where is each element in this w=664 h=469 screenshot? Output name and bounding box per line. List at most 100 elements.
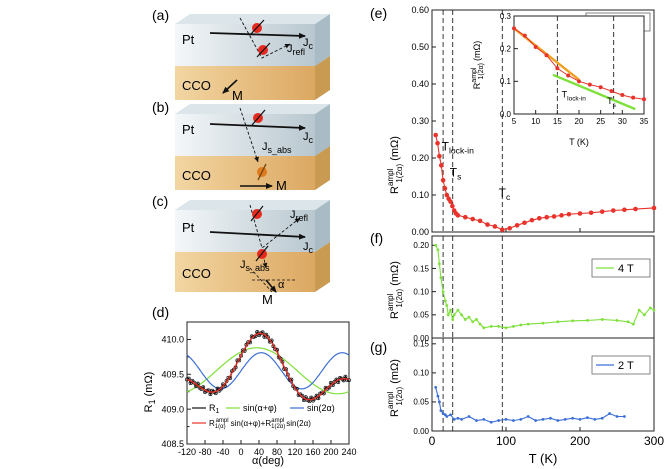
- series-sin1-line: [186, 347, 350, 395]
- data-point: [534, 419, 537, 422]
- chart-d-xlabel: α(deg): [252, 455, 284, 467]
- y-tick-label: 0.1: [500, 77, 512, 86]
- data-point: [615, 415, 619, 418]
- data-point: [441, 290, 445, 294]
- x-tick-label: 40: [254, 447, 264, 457]
- data-point: [556, 320, 560, 324]
- data-point: [608, 412, 611, 415]
- y-tick-label: 0.10: [413, 287, 429, 296]
- jabs-label-c: Js_abs: [240, 259, 270, 273]
- jc-label-a: Jc: [303, 37, 314, 51]
- y-tick-label: 0.2: [500, 44, 512, 53]
- y-tick-label: 0.10: [411, 190, 429, 200]
- refl-path-a: [239, 17, 291, 59]
- data-point: [442, 186, 448, 191]
- data-point: [497, 419, 500, 422]
- chart-g: (g) 0.00 0.05 0.10 0.15 0 100 200 300 Rampl1(2…: [370, 337, 664, 466]
- inset-dashed-lines: [556, 16, 615, 114]
- x-tick-label: 160: [305, 447, 320, 457]
- data-point: [437, 153, 442, 159]
- data-point: [577, 211, 583, 216]
- abs-path-b: [239, 107, 259, 163]
- jc-label-c: Jc: [303, 241, 314, 255]
- data-point: [266, 335, 270, 340]
- data-point: [556, 419, 560, 422]
- data-point: [482, 326, 486, 330]
- chart-d-legend: R1 sin(α+φ) sin(2α) R1(α)ampl sin(α+φ)+R1…: [192, 403, 335, 430]
- x-tick-label: 10: [531, 117, 540, 126]
- data-point: [566, 211, 572, 217]
- data-point: [438, 400, 441, 404]
- data-point: [587, 82, 592, 87]
- data-point: [631, 95, 636, 100]
- pt-top-a: [175, 14, 330, 24]
- data-point: [652, 308, 656, 312]
- chart-d-lines: [185, 330, 351, 404]
- data-point: [537, 216, 542, 221]
- chart-d: (d) 408.5 409.0 409.5 410.0 -120 -80 -40 0 40 80…: [143, 304, 357, 467]
- spin-axis-icon: [249, 19, 265, 36]
- cco-face-c: [175, 252, 315, 292]
- chart-g-yticks: 0.00 0.05 0.10 0.15: [413, 340, 436, 436]
- schematic-b: (b) Pt CCO Jc Js_abs M: [152, 99, 330, 193]
- alpha-label: α: [278, 279, 285, 291]
- data-point: [600, 416, 604, 420]
- panel-label-a: (a): [152, 7, 169, 23]
- data-point: [460, 313, 463, 317]
- legend-sin1: sin(α+φ): [243, 403, 277, 413]
- chart-e-dashed-lines: [442, 10, 503, 232]
- x-tick-label: 100: [496, 434, 516, 448]
- data-point: [507, 226, 512, 231]
- data-point: [541, 417, 545, 421]
- x-tick-label: -120: [178, 447, 196, 457]
- y-tick-label: 409.5: [161, 369, 184, 379]
- inset-ylabel: Rampl1(2α)(mΩ): [471, 41, 485, 89]
- y-tick-label: 0.10: [413, 369, 429, 378]
- schematic-a: (a) Pt CCO Jc Jrefl M: [152, 7, 330, 103]
- data-point: [478, 322, 482, 326]
- pt-face-c: [175, 210, 315, 252]
- chart-e-xticks: [431, 228, 655, 232]
- chart-g-frame: [431, 337, 655, 432]
- y-tick-label: 0.60: [411, 5, 429, 15]
- spin-axis-icon: [255, 245, 269, 262]
- data-point: [475, 419, 478, 422]
- reference-axis: [249, 267, 273, 293]
- data-point: [526, 322, 530, 326]
- data-point: [467, 315, 471, 319]
- data-point: [438, 262, 441, 266]
- temperature-annotation: Ts: [607, 96, 616, 109]
- data-point: [577, 79, 581, 84]
- x-tick-label: 15: [553, 117, 562, 126]
- chart-g-series: [434, 386, 626, 424]
- data-point: [522, 33, 527, 38]
- data-point: [586, 416, 589, 420]
- pt-side-b: [315, 104, 330, 156]
- chart-d-yticks: 408.5 409.0 409.5 410.0: [161, 335, 191, 449]
- data-point: [451, 318, 455, 321]
- data-point: [456, 308, 460, 312]
- y-tick-label: 0.00: [411, 227, 429, 237]
- y-tick-label: 0.40: [411, 79, 429, 89]
- data-point: [541, 321, 545, 325]
- pt-face-b: [175, 114, 315, 156]
- x-tick-label: 0: [238, 447, 243, 457]
- legend-sin2: sin(2α): [307, 403, 335, 413]
- temperature-annotation: Tc: [499, 186, 511, 202]
- chart-d-xticks: -120 -80 -40 0 40 80 120 160 200 240: [178, 440, 357, 457]
- spin-axis-icon: [251, 109, 266, 126]
- jrefl-label-a: Jrefl: [287, 43, 305, 57]
- y-tick-label: 0.00: [413, 334, 429, 343]
- data-point: [434, 243, 438, 247]
- temperature-annotation: Tlock-in: [442, 140, 474, 156]
- data-point: [497, 325, 500, 328]
- data-point: [489, 325, 493, 328]
- x-tick-label: 35: [640, 117, 649, 126]
- legend-fit: R1(α)ampl sin(α+φ)+R1(2α)ampl sin(2α): [209, 418, 311, 430]
- data-point: [471, 320, 475, 324]
- data-point: [620, 93, 625, 98]
- legend-label-2t: 2 T: [618, 360, 634, 372]
- data-point: [571, 319, 574, 323]
- magnetization-arrow-c: [265, 279, 277, 293]
- x-tick-label: 30: [618, 117, 627, 126]
